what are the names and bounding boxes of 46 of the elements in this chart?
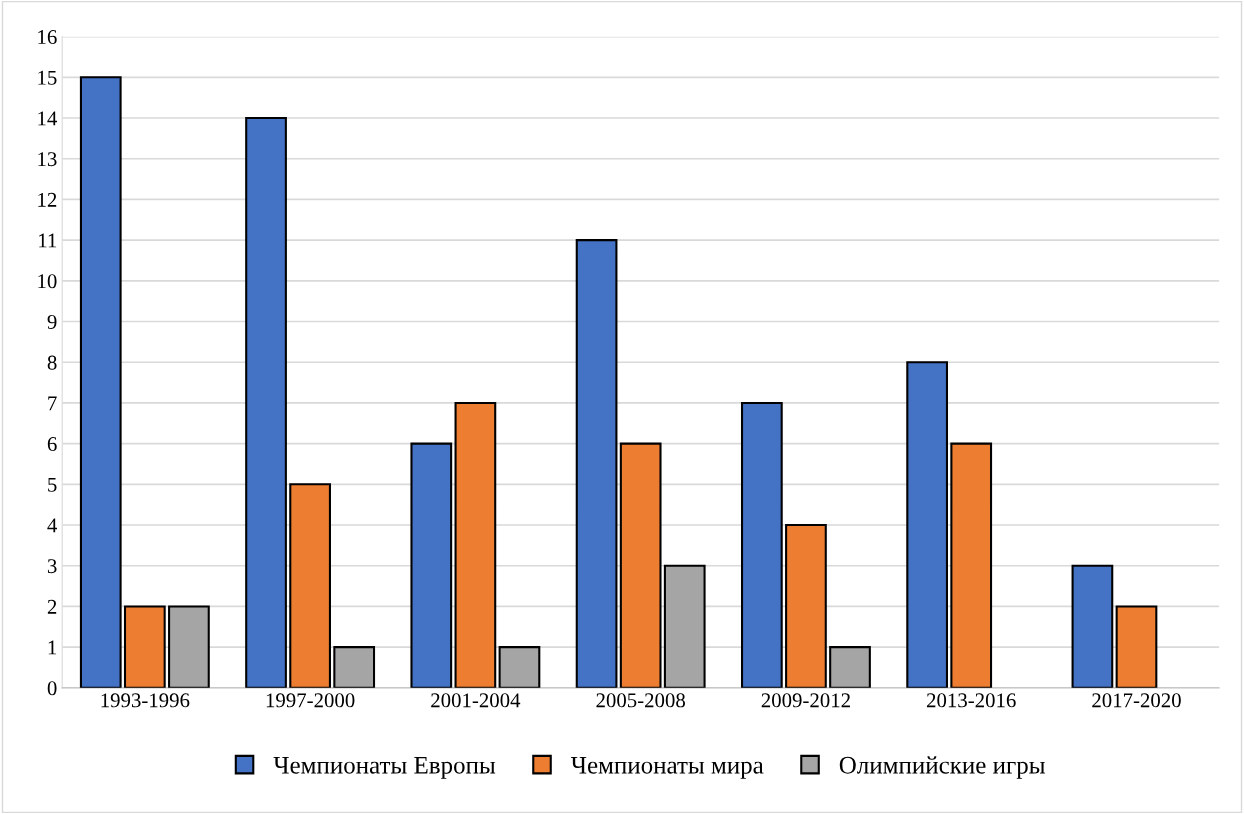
bar: [906, 361, 949, 688]
y-tick-label: 15: [38, 70, 57, 85]
y-tick-label: 12: [38, 192, 57, 207]
x-tick-label: 1993-1996: [101, 693, 190, 708]
bar: [740, 401, 783, 688]
y-tick-label: 16: [38, 30, 57, 45]
x-tick-label: 2009-2012: [761, 693, 850, 708]
x-tick-label: 1997-2000: [266, 693, 355, 708]
y-tick-label: 7: [48, 396, 57, 411]
bar: [575, 239, 618, 688]
y-tick-label: 1: [48, 640, 57, 655]
bar: [1071, 564, 1114, 688]
y-tick-label: 14: [38, 111, 58, 126]
bar: [454, 401, 497, 688]
bar: [168, 605, 210, 688]
y-tick-label: 0: [47, 681, 57, 696]
y-tick-label: 3: [47, 559, 57, 574]
bar: [79, 76, 122, 688]
legend-label: Чемпионаты Европы: [273, 757, 496, 779]
legend-label: Чемпионаты мира: [571, 757, 764, 779]
x-tick-label: 2017-2020: [1092, 693, 1181, 708]
bar: [663, 564, 706, 688]
x-tick-label: 2001-2004: [431, 693, 521, 708]
y-tick-label: 11: [39, 233, 57, 248]
y-tick-label: 8: [47, 355, 57, 370]
bar: [950, 442, 993, 688]
y-tick-label: 2: [47, 599, 57, 614]
x-tick-label: 2005-2008: [596, 693, 685, 708]
legend-label: Олимпийские игры: [839, 756, 1045, 779]
bar: [785, 523, 827, 688]
y-tick-label: 9: [47, 314, 57, 329]
y-tick-label: 5: [48, 477, 57, 492]
x-tick-label: 2013-2016: [926, 693, 1016, 708]
bar: [1115, 605, 1158, 688]
bar: [829, 646, 871, 688]
bar: [619, 442, 662, 688]
bar: [245, 116, 287, 688]
bar: [123, 605, 166, 688]
y-tick-label: 6: [47, 437, 57, 452]
y-tick-label: 4: [47, 518, 58, 533]
bar: [410, 442, 453, 688]
bar: [333, 646, 376, 688]
bar: [498, 646, 541, 688]
y-tick-label: 10: [38, 274, 57, 289]
bar: [289, 483, 331, 688]
y-tick-label: 13: [38, 152, 57, 167]
